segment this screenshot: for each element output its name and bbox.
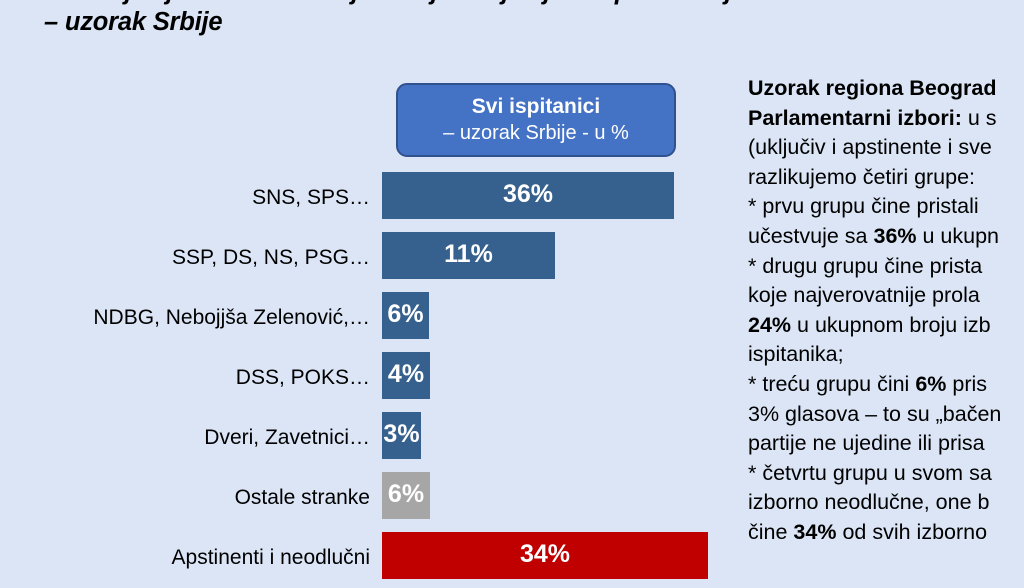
bar-chart: Svi ispitanici – uzorak Srbije - u % SNS… [93,83,708,579]
bar-track: 34% [382,528,745,588]
bar-row: Dveri, Zavetnici… 3% [0,408,745,468]
bar-rows: SNS, SPS… 36% SSP, DS, NS, PSG… 11% NDBG… [0,168,745,588]
bar-value-label: 6% [387,480,425,508]
bar-track: 3% [382,408,745,468]
bar-dveri-zavetnici: 3% [382,412,421,459]
bar-track: 4% [382,348,745,408]
bar-sns-sps: 36% [382,172,674,219]
notes-line: 24% u ukupnom broju izb [748,312,991,337]
bar-track: 6% [382,468,745,528]
notes-line: ispitanika; [748,342,844,367]
bar-value-label: 6% [387,300,424,328]
bar-category-label: NDBG, Nebojjša Zelenović,… [93,306,370,329]
notes-line: izborno neodlučne, one b [748,490,990,515]
bar-value-label: 4% [387,360,425,388]
bar-ostale-stranke: 6% [382,472,430,519]
bar-track: 6% [382,288,745,348]
bar-value-label: 11% [444,240,493,268]
notes-line: Parlamentarni izbori: u s [748,105,997,130]
chart-title-line1: Svi ispitanici [471,95,601,118]
bar-category-label: Ostale stranke [234,486,370,509]
bar-value-label: 36% [502,180,554,208]
bar-track: 11% [382,228,745,288]
bar-row: SNS, SPS… 36% [0,168,745,228]
bar-ssp-ds-ns-psg: 11% [382,232,555,279]
bar-row: NDBG, Nebojjša Zelenović,… 6% [0,288,745,348]
bar-row: SSP, DS, NS, PSG… 11% [0,228,745,288]
bar-category-label: SSP, DS, NS, PSG… [171,246,370,269]
notes-line: * četvrtu grupu u svom sa [748,460,992,485]
notes-line: čine 34% od svih izborno [748,519,988,544]
bar-row: Ostale stranke 6% [0,468,745,528]
bar-value-label: 34% [519,540,571,568]
bar-row: DSS, POKS… 4% [0,348,745,408]
chart-title-line2: – uzorak Srbije - u % [443,122,629,144]
chart-title-box: Svi ispitanici – uzorak Srbije - u % [396,83,676,157]
notes-line: razlikujemo četiri grupe: [748,164,976,189]
bar-dss-poks: 4% [382,352,430,399]
bar-apstinenti-neodlucni: 34% [382,532,708,579]
bar-category-label: SNS, SPS… [252,186,370,209]
notes-line: koje najverovatnije prola [748,283,980,308]
notes-line: * prvu grupu čine pristali [748,194,979,219]
notes-line: (uključiv i apstinente i sve [748,135,992,160]
bar-track: 36% [382,168,745,228]
notes-line: 3% glasova – to su „bačen [748,401,1002,426]
bar-row: Apstinenti i neodlučni 34% [0,528,745,588]
page-title: 1.3. Najavljene izborne orijentacije i n… [44,0,1024,36]
bar-category-label: Apstinenti i neodlučni [171,546,370,569]
notes-line: Uzorak regiona Beograd [748,76,997,100]
notes-line: partije ne ujedine ili prisa [748,431,985,456]
notes-line: učestvuje sa 36% u ukupn [748,223,1000,248]
bar-value-label: 3% [383,420,420,448]
notes-line: * drugu grupu čine prista [748,253,983,278]
notes-line: * treću grupu čini 6% pris [748,371,988,396]
bar-category-label: DSS, POKS… [235,366,370,389]
bar-ndbg-zelenovic: 6% [382,292,429,339]
notes-panel: Uzorak regiona Beograd Parlamentarni izbo… [748,74,1024,578]
bar-category-label: Dveri, Zavetnici… [204,426,370,449]
